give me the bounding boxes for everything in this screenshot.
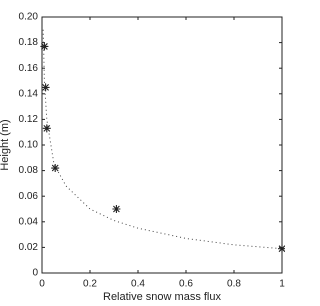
x-tick-label: 1 bbox=[279, 279, 285, 290]
y-tick-label: 0.04 bbox=[19, 216, 39, 227]
y-tick-label: 0.18 bbox=[19, 37, 39, 48]
y-tick-label: 0.12 bbox=[19, 114, 39, 125]
y-axis-label: Height (m) bbox=[0, 119, 11, 170]
data-point bbox=[41, 83, 50, 92]
chart: Relative snow mass flux Height (m) 0 0.02… bbox=[0, 12, 285, 303]
data-point bbox=[51, 164, 60, 173]
x-tick-label: 0.2 bbox=[83, 279, 97, 290]
x-tick-label: 0.6 bbox=[179, 279, 193, 290]
fit-curve bbox=[42, 29, 283, 250]
data-point bbox=[40, 42, 49, 51]
y-tick-label: 0.16 bbox=[19, 63, 39, 74]
x-tick-label: 0 bbox=[39, 279, 45, 290]
x-tick-label: 0.4 bbox=[131, 279, 145, 290]
y-tick-label: 0.06 bbox=[19, 191, 39, 202]
y-tick-label: 0.08 bbox=[19, 165, 39, 176]
data-point bbox=[278, 244, 285, 253]
data-point bbox=[112, 205, 121, 213]
x-axis-label: Relative snow mass flux bbox=[103, 291, 221, 303]
y-tick-label: 0 bbox=[32, 268, 38, 279]
plot-frame bbox=[41, 16, 283, 274]
x-tick-label: 0.8 bbox=[227, 279, 241, 290]
y-tick-label: 0.10 bbox=[19, 140, 39, 151]
y-tick-label: 0.14 bbox=[19, 88, 39, 99]
y-tick-label: 0.20 bbox=[19, 12, 39, 23]
data-point bbox=[42, 124, 51, 133]
y-tick-label: 0.02 bbox=[19, 242, 39, 253]
